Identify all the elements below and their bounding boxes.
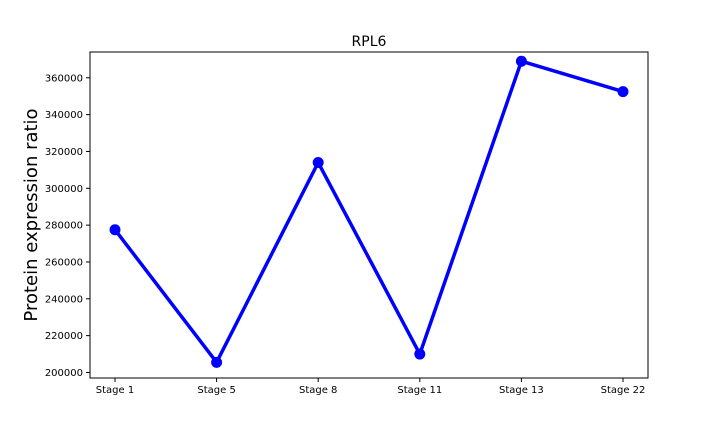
- data-point: [211, 356, 223, 368]
- x-axis: Stage 1 Stage 5 Stage 8 Stage 11 Stage 13 Sta…: [96, 378, 646, 396]
- data-point: [414, 348, 426, 360]
- x-tick-label: Stage 5: [197, 385, 235, 396]
- y-tick-label: 360000: [45, 73, 83, 84]
- plot-frame: [89, 51, 649, 379]
- data-point: [515, 55, 527, 67]
- series-line: [113, 59, 625, 365]
- x-tick-label: Stage 13: [499, 385, 544, 396]
- y-tick-label: 220000: [45, 331, 83, 342]
- y-tick-label: 340000: [45, 110, 83, 121]
- series-layer: [109, 55, 629, 368]
- x-tick-label: Stage 22: [601, 385, 646, 396]
- y-axis: 200000 220000 240000 260000 280000 300000 3200…: [45, 73, 90, 379]
- data-point: [312, 157, 324, 169]
- y-tick-label: 240000: [45, 294, 83, 305]
- y-tick-label: 260000: [45, 257, 83, 268]
- y-axis-label: Protein expression ratio: [21, 108, 42, 321]
- x-tick-label: Stage 8: [299, 385, 337, 396]
- data-point: [617, 86, 629, 98]
- y-tick-label: 320000: [45, 147, 83, 158]
- y-tick-label: 300000: [45, 184, 83, 195]
- y-tick-label: 200000: [45, 368, 83, 379]
- x-tick-label: Stage 11: [397, 385, 442, 396]
- data-point: [109, 224, 121, 236]
- chart-title: RPL6: [352, 34, 387, 50]
- y-tick-label: 280000: [45, 221, 83, 232]
- x-tick-label: Stage 1: [96, 385, 134, 396]
